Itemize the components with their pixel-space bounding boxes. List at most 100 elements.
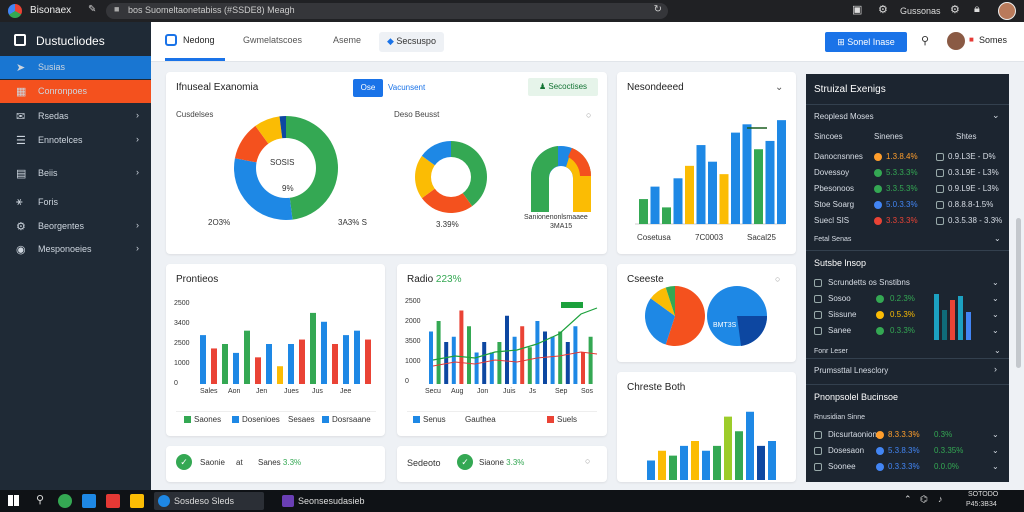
browser-icon[interactable] (58, 494, 72, 508)
checkbox-icon[interactable] (814, 295, 822, 303)
sidebar-item[interactable]: ▦ Conronpoes (0, 80, 151, 103)
rpanel-row[interactable]: Danocnsnnes 1.3.8.4% 0.9.L3E - D% (806, 152, 1009, 168)
row-value: 5.3.3.3% (886, 168, 918, 177)
badge-button[interactable]: Ose (353, 79, 383, 97)
bottom2-tail: Siaone 3.3% (479, 458, 524, 467)
status-dot-icon (876, 327, 884, 335)
checkbox-icon[interactable] (936, 153, 944, 161)
scrollbar[interactable] (1016, 218, 1021, 368)
tab-gwmelatscoes[interactable]: Gwmelatscoes (243, 35, 303, 45)
user-label[interactable]: Somes (979, 35, 1008, 45)
sidebar-item[interactable]: ➤ Susias (0, 56, 151, 79)
row-name: Soonee (828, 462, 856, 471)
checkbox-icon[interactable] (814, 311, 822, 319)
lock-toolbar-icon[interactable]: 🔒︎ (974, 3, 980, 15)
donut-hole (256, 138, 316, 198)
checkbox-icon[interactable] (936, 201, 944, 209)
checkbox-icon[interactable] (936, 185, 944, 193)
card-combo-chart: Radio 223% 2500 2000 3500 1000 0 Secu Aug Jon J… (397, 264, 607, 436)
chevron-down-icon[interactable]: ⌄ (992, 110, 1000, 120)
bookmark-icon[interactable]: ▣ (852, 4, 863, 16)
bar (497, 342, 502, 384)
profile-avatar[interactable] (947, 32, 965, 50)
taskbar-app-2[interactable]: Seonsesudasieb (278, 492, 388, 510)
checkbox-icon[interactable] (814, 447, 822, 455)
rpanel-row[interactable]: Dicsurtaonion 8.3.3.3% 0.3% ⌄ (806, 430, 1009, 446)
badge-text[interactable]: Vacunsent (388, 83, 426, 92)
checkbox-icon[interactable] (936, 217, 944, 225)
toolbar-text[interactable]: Gussonas (900, 6, 941, 16)
info-icon[interactable]: ○ (585, 456, 591, 466)
notification-icon[interactable]: ■ (969, 35, 974, 44)
rpanel-row[interactable]: Sosoo 0.2.3% ⌄ (806, 294, 1009, 310)
chevron-down-icon[interactable]: ⌄ (992, 462, 999, 471)
legend-item: Gauthea (465, 415, 496, 424)
settings-icon[interactable]: ⚙ (878, 4, 888, 16)
chevron-down-icon[interactable]: ⌄ (992, 310, 999, 319)
start-icon[interactable] (8, 495, 19, 506)
clock-date[interactable]: P45:3B34 (966, 501, 997, 508)
checkbox-icon[interactable] (814, 463, 822, 471)
chevron-down-icon[interactable]: ⌄ (775, 82, 784, 93)
chevron-down-icon[interactable]: ⌄ (992, 294, 999, 303)
donut-chart-1 (234, 116, 339, 220)
axis-x-label: Jues (284, 388, 299, 395)
sidebar-item[interactable]: ☰ Ennotelces › (0, 129, 151, 152)
sidebar-item[interactable]: ✉ Rsedas › (0, 105, 151, 128)
reload-icon[interactable]: ↻ (653, 4, 662, 15)
rpanel-row[interactable]: Pbesonoos 3.3.5.3% 0.9.L9E - L3% (806, 184, 1009, 200)
sidebar-item[interactable]: ⚹ Foris (0, 191, 151, 214)
network-icon[interactable]: ⌬ (920, 494, 928, 504)
clock-time[interactable]: SOTODO (968, 491, 999, 498)
chevron-down-icon[interactable]: ⌄ (992, 326, 999, 335)
address-bar[interactable]: ■ bos Suomeltaonetabiss (#SSDE8) Meagh ↻ (106, 3, 668, 19)
chevron-up-icon[interactable]: ⌃ (904, 494, 912, 504)
browser-tab-title[interactable]: Bisonaex (30, 5, 72, 16)
checkbox-icon[interactable] (814, 279, 822, 287)
search-icon[interactable]: ⚲ (36, 494, 45, 506)
chevron-down-icon[interactable]: ⌄ (994, 234, 1001, 243)
checkbox-icon[interactable] (814, 431, 822, 439)
chevron-down-icon[interactable]: ⌄ (992, 278, 999, 287)
primary-action-button[interactable]: ⊞ Sonel Inase (825, 32, 907, 52)
sidebar-item[interactable]: ◉ Mesponoeies › (0, 238, 151, 261)
user-avatar[interactable] (998, 2, 1016, 20)
rpanel-row[interactable]: Sissune 0.5.3% ⌄ (806, 310, 1009, 326)
store-icon[interactable] (82, 494, 96, 508)
checkbox-icon[interactable] (814, 327, 822, 335)
sidebar-item-label: Beiis (38, 168, 58, 178)
tab-nedong[interactable]: Nedong (183, 35, 215, 45)
rpanel-row[interactable]: Sanee 0.3.3% ⌄ (806, 326, 1009, 342)
tab-secsuspo[interactable]: ◆ Secsuspo (379, 32, 444, 52)
rpanel-row[interactable]: Stoe Soarg 5.0.3.3% 0.8.8.8-1.5% (806, 200, 1009, 216)
card3-legend: Senus Gauthea Suels (407, 411, 597, 425)
volume-icon[interactable]: ♪ (938, 494, 943, 504)
sidebar-item[interactable]: ▤ Beiis › (0, 162, 151, 185)
checkbox-icon[interactable] (936, 169, 944, 177)
secondary-button[interactable]: ♟ Secoctises (528, 78, 598, 96)
app-logo-icon (14, 34, 26, 46)
info-icon[interactable]: ○ (775, 274, 781, 284)
app-icon[interactable] (106, 494, 120, 508)
pin-icon[interactable]: ✎ (88, 4, 97, 15)
rpanel-row[interactable]: Suecl SIS 3.3.3.3% 0.3.5.38 - 3.3% (806, 216, 1009, 232)
chevron-down-icon[interactable]: ⌄ (992, 446, 999, 455)
rpanel-row[interactable]: Scrundetts os Snstibns ⌄ (806, 278, 1009, 294)
sidebar-item[interactable]: ⚙ Beorgentes › (0, 215, 151, 238)
search-icon[interactable]: ⚲ (921, 35, 930, 47)
chevron-right-icon[interactable]: › (994, 364, 997, 374)
gear-icon[interactable]: ⚙ (950, 4, 960, 16)
bar-chart-5 (647, 411, 776, 480)
chevron-down-icon[interactable]: ⌄ (994, 346, 1001, 355)
taskbar-app-1[interactable]: Sosdeso Sleds (154, 492, 264, 510)
rpanel-row[interactable]: Soonee 0.3.3.3% 0.0.0% ⌄ (806, 462, 1009, 478)
tab-aseme[interactable]: Aseme (333, 35, 362, 45)
row-name: Sosoo (828, 294, 851, 303)
folder-icon[interactable] (130, 494, 144, 508)
axis-tick-label: 1000 (405, 358, 421, 365)
info-icon[interactable]: ○ (586, 110, 592, 120)
chevron-down-icon[interactable]: ⌄ (992, 430, 999, 439)
rpanel-row[interactable]: Dosesaon 5.3.8.3% 0.3.35% ⌄ (806, 446, 1009, 462)
rpanel-row[interactable]: Dovessoy 5.3.3.3% 0.3.L9E - L3% (806, 168, 1009, 184)
sidebar-item-label: Conronpoes (38, 86, 88, 96)
